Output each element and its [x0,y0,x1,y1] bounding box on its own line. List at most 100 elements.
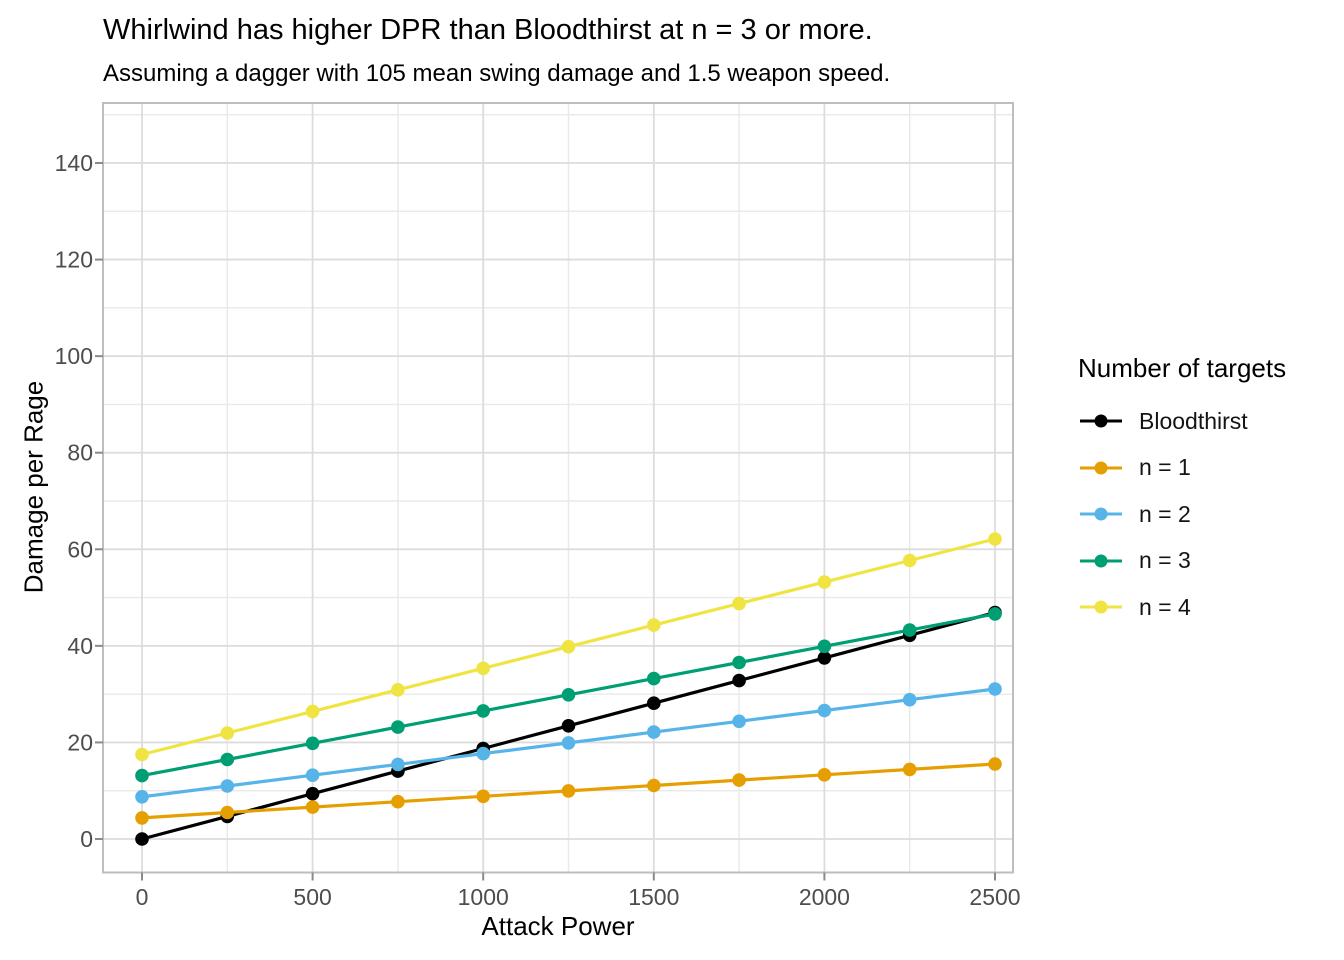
y-tick-label: 0 [80,826,93,852]
series-n-1 [135,757,1002,825]
legend-key-icon [1080,507,1122,521]
legend-label: Bloodthirst [1139,407,1248,434]
legend-key-icon [1080,414,1122,428]
legend-key-icon [1080,461,1122,475]
data-point-bloodthirst [135,832,149,846]
data-point-n-2 [647,725,661,739]
legend-key-point [1094,507,1108,521]
legend: Number of targets Bloodthirst n = 1 n = 2 n… [1078,353,1286,631]
data-point-bloodthirst [647,696,661,710]
legend-item-n-4: n = 4 [1078,584,1286,631]
data-point-n-4 [988,532,1002,546]
x-tick-label: 2500 [969,884,1020,910]
y-tick-label: 100 [55,343,93,369]
data-point-n-4 [305,704,320,719]
grid-major [103,103,1013,873]
x-tick-label: 500 [293,884,331,910]
legend-label: n = 2 [1139,500,1191,527]
legend-key-point [1094,461,1108,475]
data-point-n-4 [817,575,832,589]
data-point-n-1 [817,768,832,782]
data-point-n-4 [220,726,235,740]
y-tick-label: 80 [67,440,93,466]
data-point-n-3 [988,607,1002,621]
data-point-n-2 [732,714,746,729]
data-point-bloodthirst [732,673,746,688]
data-point-n-4 [732,596,746,611]
legend-label: n = 3 [1139,547,1191,574]
data-point-n-2 [220,779,235,793]
legend-title: Number of targets [1078,353,1287,383]
legend-item-n-2: n = 2 [1078,491,1286,538]
data-point-n-1 [561,784,576,798]
data-point-n-4 [476,661,491,676]
axis-ticks [95,162,996,881]
data-point-bloodthirst [305,786,320,801]
legend-key-point [1094,600,1108,614]
data-point-n-3 [817,639,832,654]
data-point-n-3 [902,623,917,637]
y-tick-label: 20 [67,729,93,755]
x-axis-title: Attack Power [481,911,635,941]
data-point-n-2 [817,703,832,718]
x-tick-label: 0 [136,884,149,910]
data-point-n-3 [561,688,576,702]
data-point-n-1 [135,811,149,825]
y-tick-label: 120 [55,247,93,273]
legend-item-n-3: n = 3 [1078,538,1286,585]
data-point-n-1 [220,805,235,820]
data-point-n-2 [902,692,917,707]
y-tick-label: 40 [67,633,93,659]
series-n-3 [135,607,1002,783]
series-n-2 [135,682,1002,804]
data-point-n-1 [647,778,661,793]
data-point-n-1 [391,794,405,809]
x-tick-label: 1000 [458,884,509,910]
chart-subtitle: Assuming a dagger with 105 mean swing da… [103,60,891,87]
data-point-n-4 [647,618,661,632]
y-tick-label: 60 [67,536,93,562]
data-point-n-4 [135,747,149,762]
data-point-n-4 [561,639,576,654]
data-point-n-1 [476,789,491,804]
data-point-n-4 [902,553,917,568]
data-point-n-2 [391,757,405,772]
data-point-n-3 [476,704,491,718]
data-point-n-2 [476,746,491,761]
legend-items: Bloodthirst n = 1 n = 2 n = 3 n = 4 [1078,398,1286,631]
data-point-n-2 [561,736,576,750]
data-point-n-3 [135,768,149,783]
legend-label: n = 4 [1139,593,1191,620]
data-point-n-2 [988,682,1002,696]
legend-label: n = 1 [1139,454,1191,481]
chart-title: Whirlwind has higher DPR than Bloodthirs… [103,14,873,46]
x-tick-label: 1500 [628,884,679,910]
data-point-n-3 [647,671,661,686]
data-point-n-3 [305,736,320,751]
data-point-n-2 [135,790,149,804]
data-point-n-3 [391,720,405,734]
legend-item-n-1: n = 1 [1078,445,1286,492]
legend-key-point [1094,554,1108,568]
legend-key-icon [1080,554,1122,568]
x-tick-label: 2000 [799,884,850,910]
data-point-bloodthirst [561,719,576,733]
data-point-n-1 [902,762,917,777]
data-point-bloodthirst [817,651,832,665]
panel-border [102,102,1014,874]
data-point-n-2 [305,768,320,782]
data-point-n-4 [391,683,405,697]
data-point-n-3 [220,752,235,767]
data-point-n-1 [732,773,746,787]
legend-item-bloodthirst: Bloodthirst [1078,398,1286,445]
axis-tick-labels: 0 500 1000 1500 2000 2500 0 20 40 60 80 100 120 140 [55,150,1021,910]
legend-key-icon [1080,600,1122,614]
legend-key-point [1094,414,1108,428]
data-point-n-1 [305,800,320,814]
y-tick-label: 140 [55,150,93,176]
data-point-n-3 [732,655,746,670]
y-axis-title: Damage per Rage [18,380,49,594]
series-n-4 [135,532,1002,762]
